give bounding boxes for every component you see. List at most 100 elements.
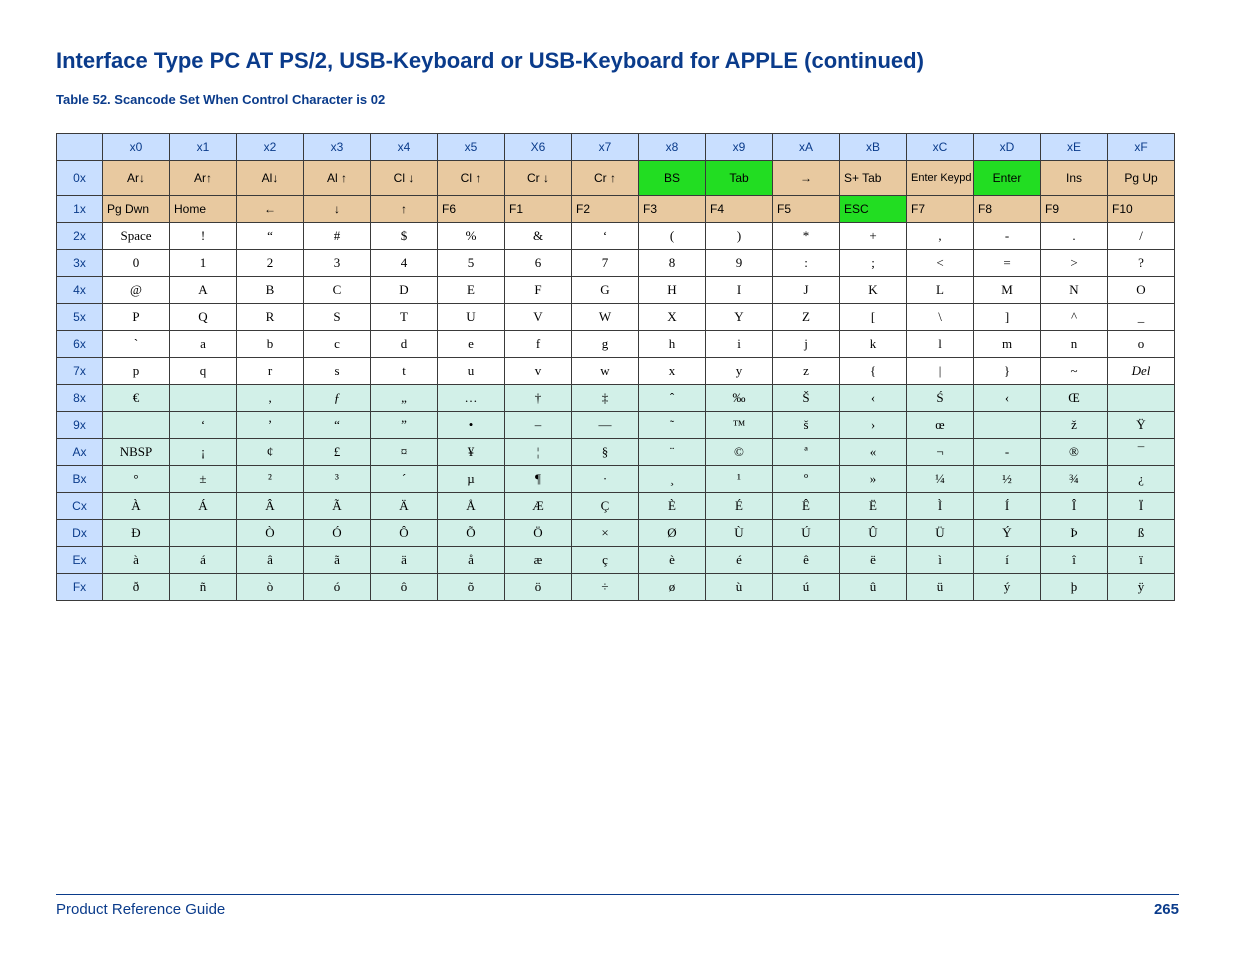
table-cell: ï [1108, 547, 1175, 574]
table-cell: ² [237, 466, 304, 493]
table-cell: 1 [170, 250, 237, 277]
table-cell: { [840, 358, 907, 385]
table-cell: ã [304, 547, 371, 574]
table-cell: f [505, 331, 572, 358]
table-cell: Å [438, 493, 505, 520]
table-cell: ¹ [706, 466, 773, 493]
table-row: 7xpqrstuvwxyz{|}~Del [57, 358, 1175, 385]
table-cell: µ [438, 466, 505, 493]
row-label: Ax [57, 439, 103, 466]
table-cell: “ [304, 412, 371, 439]
table-cell: U [438, 304, 505, 331]
table-cell: 6 [505, 250, 572, 277]
table-cell: É [706, 493, 773, 520]
table-cell: n [1041, 331, 1108, 358]
table-cell: } [974, 358, 1041, 385]
table-cell: ¥ [438, 439, 505, 466]
table-cell: H [639, 277, 706, 304]
table-cell: õ [438, 574, 505, 601]
table-cell: Ś [907, 385, 974, 412]
table-cell: . [1041, 223, 1108, 250]
col-header: x5 [438, 134, 505, 161]
table-row: 8x€‚ƒ„…†‡ˆ‰Š‹Ś‹Œ [57, 385, 1175, 412]
table-cell: - [974, 439, 1041, 466]
table-cell: S+ Tab [840, 161, 907, 196]
col-header: xB [840, 134, 907, 161]
scancode-table: x0x1x2x3x4x5X6x7x8x9xAxBxCxDxExF 0xAr↓Ar… [56, 133, 1175, 601]
table-cell: > [1041, 250, 1108, 277]
table-cell: F2 [572, 196, 639, 223]
table-cell: C [304, 277, 371, 304]
table-cell: Ã [304, 493, 371, 520]
table-cell: BS [639, 161, 706, 196]
table-cell: Pg Dwn [103, 196, 170, 223]
table-cell: Cl ↓ [371, 161, 438, 196]
table-cell: ƒ [304, 385, 371, 412]
table-cell: * [773, 223, 840, 250]
table-cell: » [840, 466, 907, 493]
footer-page-number: 265 [1154, 901, 1179, 918]
table-cell: F7 [907, 196, 974, 223]
table-cell: : [773, 250, 840, 277]
table-cell: ˆ [639, 385, 706, 412]
table-cell: º [773, 466, 840, 493]
table-cell: g [572, 331, 639, 358]
table-cell: A [170, 277, 237, 304]
table-cell: å [438, 547, 505, 574]
table-cell: r [237, 358, 304, 385]
table-cell: | [907, 358, 974, 385]
table-cell: ñ [170, 574, 237, 601]
table-cell: Ý [974, 520, 1041, 547]
table-cell: è [639, 547, 706, 574]
table-cell: ý [974, 574, 1041, 601]
table-cell: h [639, 331, 706, 358]
table-cell: æ [505, 547, 572, 574]
table-cell: ¯ [1108, 439, 1175, 466]
table-cell: 7 [572, 250, 639, 277]
table-cell: Cr ↓ [505, 161, 572, 196]
table-cell: Al ↑ [304, 161, 371, 196]
table-cell: Ï [1108, 493, 1175, 520]
table-head: x0x1x2x3x4x5X6x7x8x9xAxBxCxDxExF [57, 134, 1175, 161]
table-cell: à [103, 547, 170, 574]
row-label: 9x [57, 412, 103, 439]
table-cell: Š [773, 385, 840, 412]
table-cell: N [1041, 277, 1108, 304]
table-cell: — [572, 412, 639, 439]
table-cell: a [170, 331, 237, 358]
table-cell: E [438, 277, 505, 304]
col-header: x0 [103, 134, 170, 161]
table-cell: Ar↓ [103, 161, 170, 196]
table-cell: Z [773, 304, 840, 331]
table-cell: ç [572, 547, 639, 574]
table-cell: j [773, 331, 840, 358]
table-cell: ‹ [974, 385, 1041, 412]
table-cell: ! [170, 223, 237, 250]
table-cell: ‡ [572, 385, 639, 412]
table-cell: ‚ [237, 385, 304, 412]
table-cell: 2 [237, 250, 304, 277]
table-cell: © [706, 439, 773, 466]
table-row: CxÀÁÂÃÄÅÆÇÈÉÊËÌÍÎÏ [57, 493, 1175, 520]
table-cell: 3 [304, 250, 371, 277]
table-cell: ] [974, 304, 1041, 331]
table-cell: û [840, 574, 907, 601]
table-cell: G [572, 277, 639, 304]
table-cell: d [371, 331, 438, 358]
table-cell: ÿ [1108, 574, 1175, 601]
table-cell: ‘ [572, 223, 639, 250]
row-label: 6x [57, 331, 103, 358]
table-cell: R [237, 304, 304, 331]
page-footer: Product Reference Guide 265 [56, 894, 1179, 918]
table-cell: Õ [438, 520, 505, 547]
table-row: 1xPg DwnHome←↓↑F6F1F2F3F4F5ESCF7F8F9F10 [57, 196, 1175, 223]
table-cell: $ [371, 223, 438, 250]
table-cell: Ü [907, 520, 974, 547]
table-cell: F3 [639, 196, 706, 223]
row-label: Bx [57, 466, 103, 493]
table-cell: B [237, 277, 304, 304]
table-row: 5xPQRSTUVWXYZ[\]^_ [57, 304, 1175, 331]
table-cell: L [907, 277, 974, 304]
table-row: 9x‘’“”•–—˜™š›œžŸ [57, 412, 1175, 439]
table-cell: = [974, 250, 1041, 277]
